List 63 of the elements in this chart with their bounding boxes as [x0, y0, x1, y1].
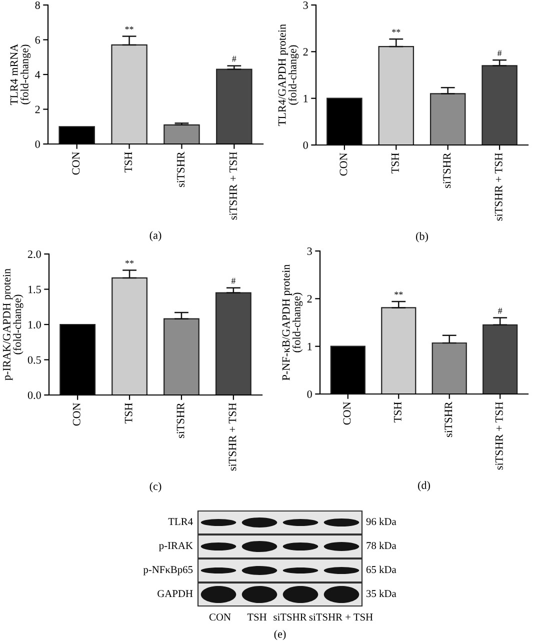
- text: (e): [274, 630, 286, 640]
- y-tick-label: 0.5: [28, 356, 41, 364]
- annotation: #: [498, 308, 502, 314]
- x-axis-title: (d): [418, 481, 430, 492]
- x-tick-label: CON: [72, 152, 80, 175]
- x-axis-title: (a): [150, 231, 162, 242]
- y-tick-label: 2: [307, 295, 312, 303]
- x-tick-label: siTSHR: [177, 152, 184, 187]
- y-axis-title: p-IRAK/GAPDH protein (fold-change): [2, 268, 24, 380]
- y-tick-label: 1: [308, 342, 312, 350]
- x-tick-label: TSH: [124, 402, 132, 424]
- annotation: #: [232, 56, 236, 62]
- y-tick-label: 8: [35, 1, 40, 9]
- y-tick-label: 2: [35, 106, 40, 114]
- y-tick-label: 0.0: [28, 391, 41, 400]
- y-axis-title: TLR4 mRNA (fold-change): [10, 44, 31, 106]
- annotation: **: [394, 292, 403, 295]
- x-tick-label: CON: [72, 402, 80, 426]
- category-label: p-IRAK: [159, 542, 193, 552]
- y-tick-label: 1.0: [28, 320, 41, 329]
- category-label: 96 kDa: [366, 518, 396, 526]
- x-tick-label: siTSHR + TSH: [228, 402, 236, 471]
- category-label: 78 kDa: [366, 542, 396, 550]
- y-tick-label: 3: [307, 247, 312, 255]
- y-tick-label: 2.0: [28, 250, 41, 258]
- y-tick-label: 2: [303, 48, 308, 56]
- category-label: GAPDH: [158, 590, 193, 598]
- annotation: #: [497, 50, 502, 56]
- category-label: CON: [209, 614, 231, 621]
- x-axis-title: (c): [150, 482, 162, 492]
- y-tick-label: 6: [35, 36, 40, 44]
- y-axis-title: TLR4/GAPDH protein (fold-change): [278, 24, 299, 126]
- x-tick-label: CON: [340, 152, 348, 176]
- x-tick-label: TSH: [124, 152, 132, 172]
- category-label: TSH: [247, 614, 267, 621]
- annotation: #: [231, 278, 236, 284]
- x-tick-label: siTSHR: [444, 402, 452, 437]
- annotation: **: [125, 26, 134, 30]
- y-tick-label: 0: [35, 140, 40, 148]
- x-tick-label: siTSHR + TSH: [495, 402, 503, 470]
- x-tick-label: siTSHR: [176, 402, 184, 438]
- x-axis-title: (b): [416, 232, 428, 242]
- category-label: TLR4: [168, 518, 193, 526]
- category-label: siTSHR + TSH: [309, 614, 373, 621]
- x-tick-label: TSH: [391, 152, 399, 174]
- category-label: 65 kDa: [366, 566, 396, 574]
- x-tick-label: siTSHR + TSH: [494, 152, 502, 221]
- y-tick-label: 1: [304, 94, 308, 102]
- y-tick-label: 0: [307, 390, 312, 398]
- y-tick-label: 0: [303, 141, 308, 149]
- annotation: **: [392, 29, 400, 32]
- y-tick-label: 4: [35, 71, 40, 78]
- y-tick-label: 1.5: [28, 286, 41, 294]
- x-tick-label: siTSHR: [443, 152, 451, 188]
- x-tick-label: siTSHR + TSH: [229, 152, 237, 220]
- x-tick-label: TSH: [394, 402, 402, 422]
- category-label: siTSHR: [274, 614, 307, 621]
- annotation: **: [125, 260, 134, 264]
- category-label: 35 kDa: [366, 590, 396, 598]
- category-label: p-NFκBp65: [143, 566, 193, 576]
- x-tick-label: CON: [343, 402, 351, 425]
- y-tick-label: 3: [303, 1, 308, 9]
- y-axis-title: P-NF-κB/GAPDH protein (fold-change): [282, 264, 303, 380]
